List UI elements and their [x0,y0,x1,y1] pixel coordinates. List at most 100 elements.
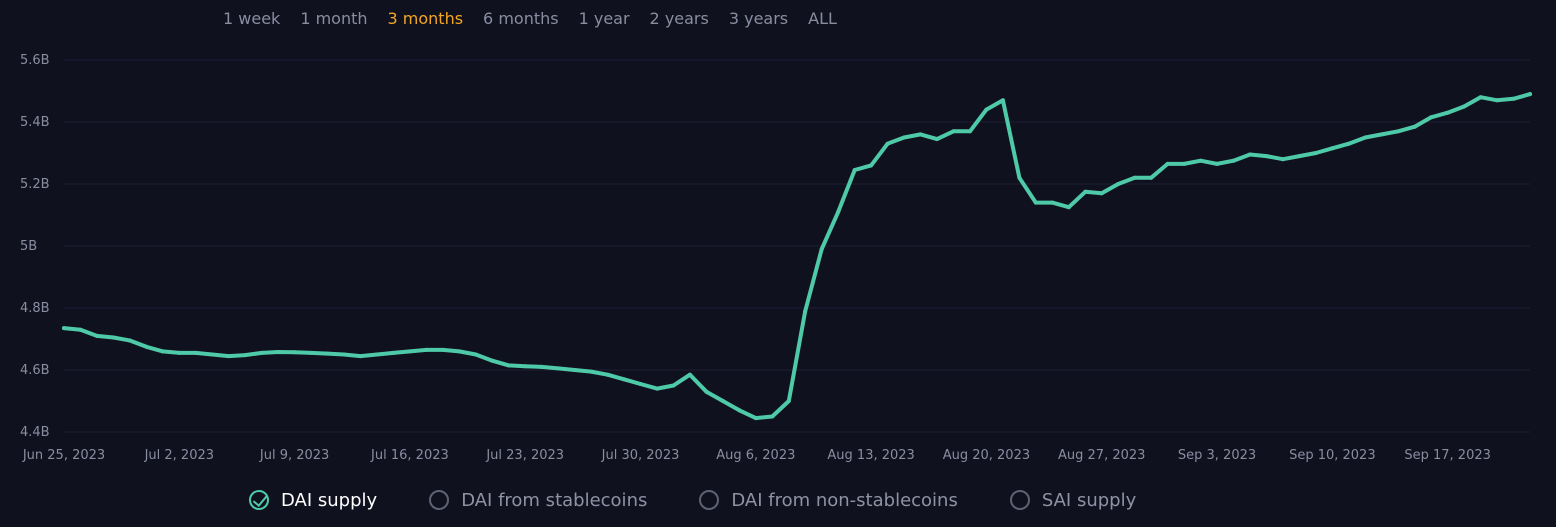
grid-lines [64,59,1530,433]
range-option-1-week[interactable]: 1 week [223,8,281,28]
data-point [259,350,264,355]
data-point [325,351,330,356]
data-point [1412,124,1417,129]
x-axis: Jun 25, 2023 Jul 2, 2023 Jul 9, 2023 Jul 16… [22,448,1491,463]
x-tick-label: Jul 2, 2023 [144,448,214,463]
data-point [243,353,248,358]
data-point [1132,175,1137,180]
legend-label: DAI from non-stablecoins [731,489,958,511]
data-point [1000,98,1005,103]
data-point [1511,96,1516,101]
y-tick-label: 4.8B [20,301,50,316]
data-point [638,382,643,386]
data-point [1346,141,1351,146]
legend-item-dai-supply[interactable]: DAI supply [249,490,377,511]
legend-label: DAI from stablecoins [461,489,648,511]
data-point [1149,175,1154,180]
data-point [1215,161,1219,166]
y-tick-label: 5.4B [20,115,50,130]
data-point [1182,161,1187,166]
range-option-3-months[interactable]: 3 months [387,8,464,28]
data-point [1264,154,1269,159]
data-point [1017,175,1022,180]
range-option-all[interactable]: ALL [808,8,837,28]
data-point [836,209,841,214]
data-point [506,363,511,368]
data-point [885,141,890,146]
data-point [127,338,132,343]
data-point [1363,135,1368,140]
legend-item-dai-from-stablecoins[interactable]: DAI from stablecoins [429,490,647,511]
data-point [1280,157,1285,162]
x-tick-label: Jun 25, 2023 [22,448,105,463]
range-option-2-years[interactable]: 2 years [649,8,709,28]
data-point [473,352,478,357]
data-point [951,129,956,134]
data-point [786,399,791,403]
circle-icon [429,490,450,510]
data-point [869,163,874,168]
x-tick-label: Aug 20, 2023 [943,448,1030,463]
data-point [1083,189,1088,194]
data-point [391,350,396,355]
legend-item-dai-from-non-stablecoins[interactable]: DAI from non-stablecoins [699,490,958,511]
data-point [1116,182,1121,186]
data-point [358,354,363,359]
y-tick-label: 5.6B [20,53,50,68]
data-point [457,349,462,354]
data-point [1050,200,1055,205]
time-range-selector: 1 week 1 month 3 months 6 months 1 year 2 yea… [223,6,837,30]
data-point [720,399,725,403]
data-point [539,364,544,369]
data-point [523,364,528,369]
data-point [424,347,429,352]
y-axis: 5.6B 5.4B 5.2B 5B 4.8B 4.6B 4.4B [20,53,50,440]
legend-label: DAI supply [281,489,378,511]
x-tick-label: Jul 23, 2023 [485,448,564,463]
data-point [1528,92,1532,97]
legend-item-sai-supply[interactable]: SAI supply [1009,489,1137,511]
data-point [622,377,626,382]
data-point [292,350,297,355]
range-option-1-month[interactable]: 1 month [300,8,368,28]
x-tick-label: Jul 16, 2023 [370,448,449,463]
data-point [803,309,808,314]
x-tick-label: Jul 9, 2023 [259,448,329,463]
chart-legend: DAI supply DAI from stablecoins DAI from n… [249,485,1188,515]
data-point [1198,158,1203,163]
x-tick-label: Sep 3, 2023 [1178,448,1256,463]
y-tick-label: 5.2B [20,177,50,192]
data-point [94,333,99,338]
data-point [770,414,775,419]
data-point [1379,132,1384,137]
data-point [144,344,149,349]
circle-icon [699,490,720,510]
data-point [671,383,676,388]
data-point [589,369,594,374]
x-tick-label: Aug 6, 2023 [716,448,795,463]
data-point [1248,152,1252,157]
data-point [968,129,972,134]
range-option-6-months[interactable]: 6 months [483,8,559,28]
data-point [111,335,116,340]
y-tick-label: 4.6B [20,363,50,378]
data-point [1033,200,1038,205]
data-point [1297,154,1302,159]
range-option-1-year[interactable]: 1 year [578,8,630,28]
data-point [984,107,989,112]
data-point [687,372,692,377]
data-point [1165,161,1170,166]
data-point [1066,205,1071,210]
data-point [1313,151,1318,155]
legend-label: SAI supply [1041,489,1137,511]
data-point [1330,146,1335,151]
series-layer [62,92,1532,421]
series-line-dai-supply [62,92,1532,421]
data-point [276,350,281,354]
data-point [1445,110,1450,115]
data-point [1396,129,1401,134]
range-option-3-years[interactable]: 3 years [728,8,789,28]
data-point [407,349,412,354]
data-point [918,132,923,137]
